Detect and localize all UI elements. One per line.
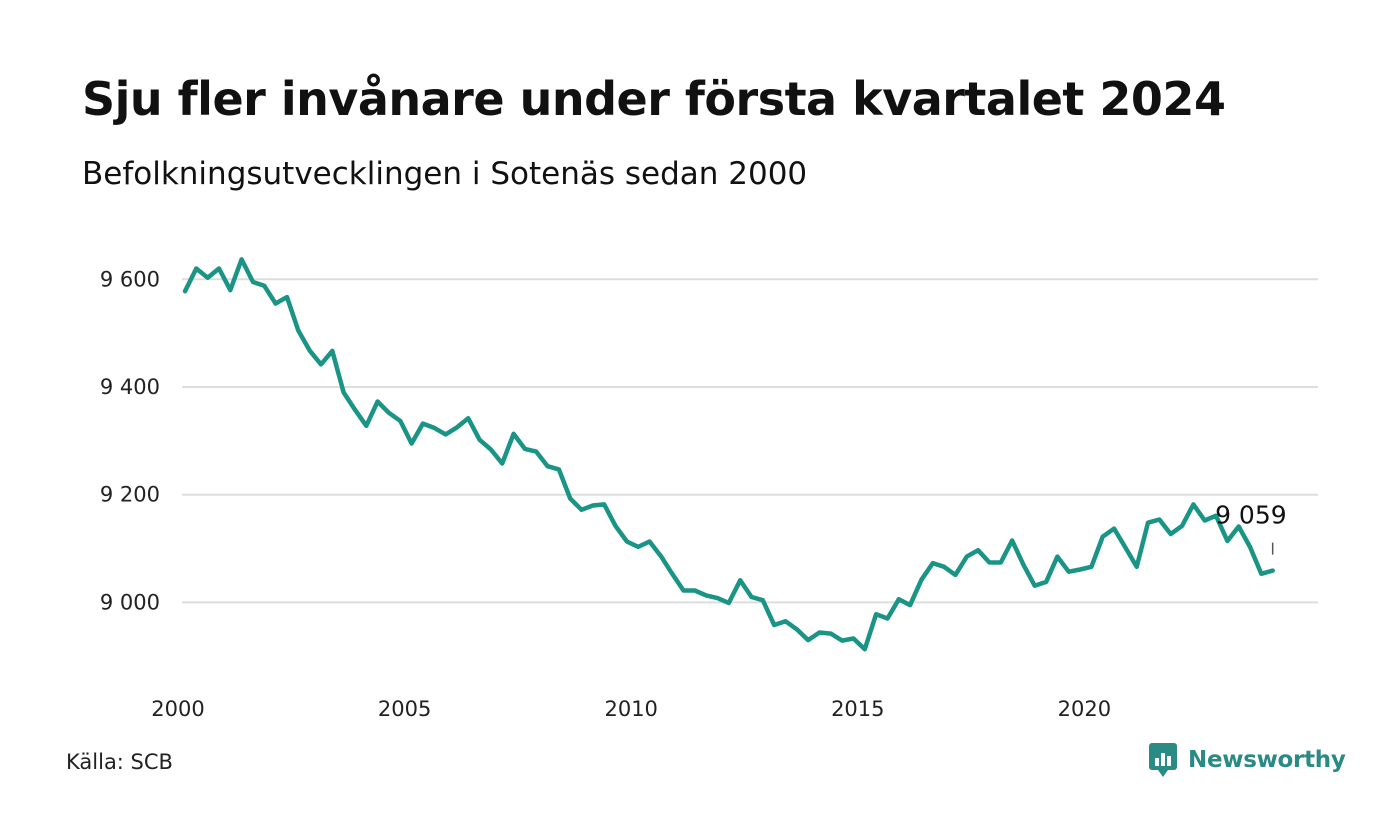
annotations: 9 059: [1215, 501, 1287, 555]
y-tick-label: 9 400: [100, 375, 160, 399]
last-value-label: 9 059: [1215, 501, 1287, 530]
x-tick-label: 2000: [151, 697, 204, 721]
brand-name: Newsworthy: [1188, 747, 1346, 773]
y-tick-label: 9 200: [100, 483, 160, 507]
newsworthy-logo-icon: [1149, 743, 1177, 777]
x-tick-label: 2010: [604, 697, 657, 721]
series-lines: [182, 257, 1275, 652]
source-note: Källa: SCB: [66, 750, 173, 774]
brand-logo: Newsworthy: [1148, 742, 1346, 778]
y-axis: 9 000 9 200 9 400 9 600: [100, 267, 160, 614]
chart-title: Sju fler invånare under första kvartalet…: [82, 72, 1226, 126]
y-tick-label: 9 000: [100, 590, 160, 614]
x-axis: 2000 2005 2010 2015 2020: [151, 697, 1111, 721]
y-tick-label: 9 600: [100, 267, 160, 291]
x-tick-label: 2020: [1058, 697, 1111, 721]
series-line: [182, 257, 1275, 652]
x-tick-label: 2015: [831, 697, 884, 721]
grid-lines: [182, 278, 1318, 604]
chart-subtitle: Befolkningsutvecklingen i Sotenäs sedan …: [82, 156, 808, 192]
x-tick-label: 2005: [378, 697, 431, 721]
